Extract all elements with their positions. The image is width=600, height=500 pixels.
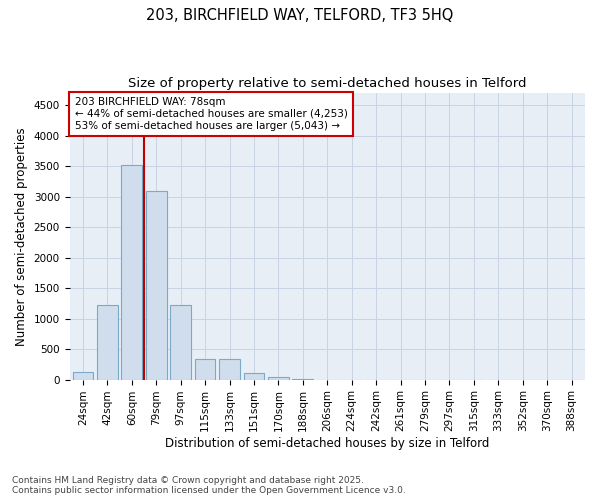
X-axis label: Distribution of semi-detached houses by size in Telford: Distribution of semi-detached houses by … (165, 437, 490, 450)
Y-axis label: Number of semi-detached properties: Number of semi-detached properties (15, 127, 28, 346)
Bar (244, 373, 265, 380)
Text: 203 BIRCHFIELD WAY: 78sqm
← 44% of semi-detached houses are smaller (4,253)
53% : 203 BIRCHFIELD WAY: 78sqm ← 44% of semi-… (74, 98, 347, 130)
Bar (219, 360, 240, 380)
Title: Size of property relative to semi-detached houses in Telford: Size of property relative to semi-detach… (128, 78, 527, 90)
Text: 203, BIRCHFIELD WAY, TELFORD, TF3 5HQ: 203, BIRCHFIELD WAY, TELFORD, TF3 5HQ (146, 8, 454, 22)
Bar (170, 304, 191, 380)
Text: Contains HM Land Registry data © Crown copyright and database right 2025.
Contai: Contains HM Land Registry data © Crown c… (12, 476, 406, 495)
Bar (121, 165, 142, 380)
Bar (195, 360, 215, 380)
Bar (268, 376, 289, 380)
Bar (146, 190, 167, 380)
Bar (97, 305, 118, 380)
Bar (73, 372, 94, 380)
